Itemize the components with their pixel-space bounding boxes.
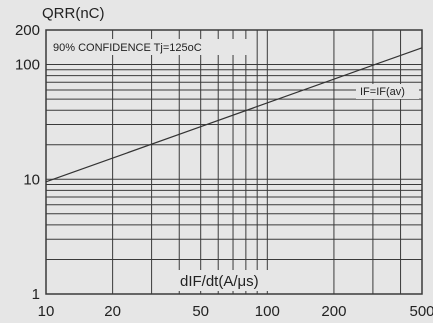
annotation-series-bg (356, 84, 419, 99)
x-axis-title-bg (176, 270, 284, 291)
x-axis-title: dIF/dt(A/μs) (180, 273, 259, 290)
plot-frame (45, 29, 423, 295)
y-axis-title: QRR(nC) (42, 5, 105, 22)
y-tick-label: 200 (15, 22, 40, 39)
x-tick-label: 100 (255, 303, 280, 320)
y-tick-label: 1 (32, 286, 40, 303)
x-tick-label: 10 (38, 303, 55, 320)
x-tick-label: 50 (192, 303, 209, 320)
data-series (45, 47, 423, 183)
y-tick-label: 100 (15, 57, 40, 74)
y-tick-label: 10 (23, 171, 40, 188)
annotation-series: IF=IF(av) (360, 86, 405, 98)
x-tick-label: 200 (321, 303, 346, 320)
annotation-conditions-bg (50, 39, 256, 55)
x-tick-label: 20 (104, 303, 121, 320)
grid-lines (46, 30, 422, 294)
x-tick-label: 500 (409, 303, 433, 320)
annotation-conditions: 90% CONFIDENCE Tj=125oC (53, 42, 202, 54)
series-line (45, 47, 423, 183)
